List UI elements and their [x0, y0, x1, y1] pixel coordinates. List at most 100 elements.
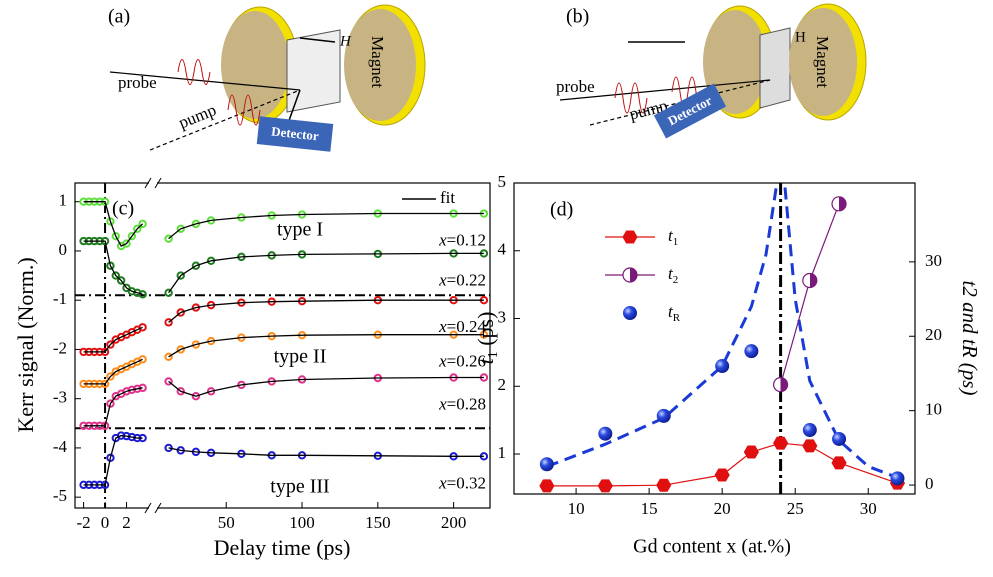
x-tick-label: 15	[641, 499, 658, 518]
x-tick-label: 2	[122, 513, 131, 532]
fit-line	[168, 212, 484, 240]
break-mark	[154, 502, 162, 514]
fit-line	[168, 334, 484, 358]
data-point	[539, 457, 554, 472]
data-point	[191, 261, 201, 270]
data-point	[176, 271, 185, 280]
x-axis-label: Gd content x (at.%)	[633, 536, 791, 558]
data-point	[176, 345, 185, 354]
data-point	[191, 392, 201, 401]
data-point	[106, 399, 115, 408]
y2-tick-label: 10	[925, 400, 942, 419]
probe-label: probe	[556, 77, 595, 96]
y2-tick-label: 20	[925, 325, 942, 344]
data-point	[743, 445, 759, 459]
y-tick-label: 0	[59, 240, 68, 259]
data-point	[106, 261, 115, 270]
magnet-label: Magnet	[368, 36, 387, 88]
field-arrow	[299, 37, 336, 43]
data-point	[164, 288, 173, 298]
field-label: H	[795, 29, 806, 45]
series-label: x=0.32	[438, 473, 486, 492]
break-mark	[144, 177, 152, 189]
data-point	[116, 276, 126, 285]
legend-label: t2	[668, 264, 678, 286]
data-point	[164, 377, 173, 386]
legend-label: fit	[440, 188, 455, 207]
series-label: x=0.26	[438, 352, 486, 371]
data-point	[744, 344, 759, 359]
pump-pulse	[227, 94, 261, 126]
y-tick-label: 1	[59, 191, 68, 210]
x-tick-label: 0	[101, 513, 110, 532]
x-tick-label: 200	[441, 513, 467, 532]
diagram-a: (a) Magnet H probe pump Detector	[108, 4, 426, 152]
x-tick-label: 150	[365, 513, 391, 532]
x-axis-label: Delay time (ps)	[214, 535, 351, 560]
data-point	[106, 340, 115, 349]
data-point	[597, 479, 613, 493]
break-mark	[154, 177, 162, 189]
data-point	[133, 224, 142, 233]
panel-label: (a)	[108, 6, 130, 28]
y-axis-label: t1 (ps)	[473, 312, 501, 365]
data-point	[539, 479, 555, 493]
y-tick-label: 4	[498, 240, 507, 259]
fit-line	[168, 376, 484, 397]
fit-curve	[546, 187, 778, 468]
y2-axis-label: t2 and tR (ps)	[958, 281, 982, 396]
y-tick-label: -4	[53, 437, 68, 456]
fit-line	[168, 299, 484, 323]
data-point	[138, 290, 147, 299]
data-point	[164, 234, 173, 243]
magnet-label: Magnet	[813, 36, 832, 88]
data-point	[802, 423, 817, 438]
x-tick-label: 50	[218, 513, 235, 532]
diagram-b: (b) Magnet H probe pump Detector	[556, 3, 867, 139]
series-label: x=0.24	[438, 317, 486, 336]
fit-line	[83, 326, 143, 353]
x-tick-label: -2	[77, 513, 91, 532]
panel-label: (b)	[566, 6, 589, 28]
legend-marker	[623, 306, 637, 320]
field-label: H	[339, 33, 352, 49]
x-tick-label: 10	[568, 499, 585, 518]
x-tick-label: 100	[289, 513, 315, 532]
panel-label: (c)	[112, 198, 134, 220]
y-axis-label: Kerr signal (Norm.)	[13, 257, 38, 432]
break-mark	[144, 502, 152, 514]
probe-beam	[559, 79, 771, 101]
data-point	[176, 308, 185, 317]
y-tick-label: 3	[498, 307, 507, 326]
y-tick-label: -1	[53, 289, 67, 308]
y2-tick-label: 0	[925, 474, 934, 493]
data-point	[598, 426, 613, 441]
data-point	[656, 478, 672, 492]
data-point	[111, 271, 120, 280]
data-point	[138, 323, 147, 332]
series-label: x=0.12	[438, 230, 486, 249]
legend-marker	[622, 267, 638, 283]
x-tick-label: 25	[787, 499, 804, 518]
y2-tick-label: 30	[925, 251, 942, 270]
data-point	[715, 359, 730, 374]
data-point	[164, 352, 173, 362]
magnet-face	[344, 9, 416, 121]
pump-beam	[149, 89, 301, 151]
panel-label: (d)	[550, 199, 573, 221]
data-point	[106, 217, 115, 226]
data-point	[890, 471, 905, 486]
y-tick-label: -3	[53, 388, 67, 407]
data-point	[127, 231, 137, 241]
y-tick-label: -5	[53, 486, 67, 505]
data-point	[802, 272, 818, 289]
data-point	[802, 439, 818, 453]
sample	[759, 27, 791, 109]
data-point	[191, 219, 201, 229]
probe-pulse	[177, 59, 211, 85]
magnet-face	[789, 8, 857, 116]
data-point	[714, 468, 730, 482]
legend-marker	[622, 230, 638, 244]
detector-label: Detector	[271, 124, 320, 144]
